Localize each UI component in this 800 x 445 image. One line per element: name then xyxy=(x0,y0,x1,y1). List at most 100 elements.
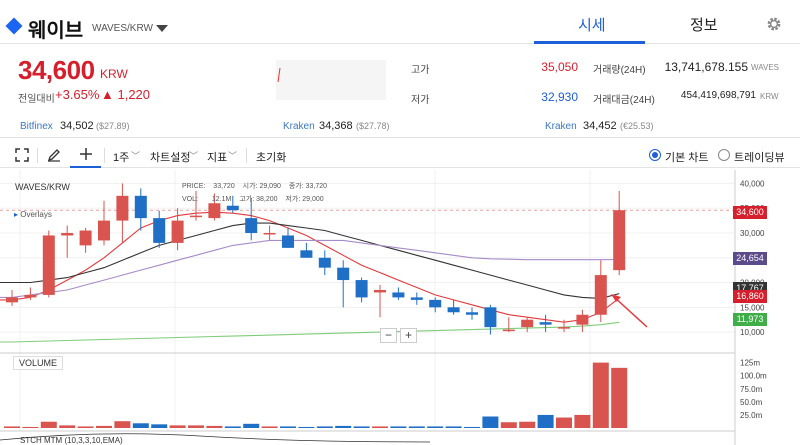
legend-high-value: 38,200 xyxy=(256,196,278,203)
volume-bar xyxy=(96,425,112,428)
zoom-in-button[interactable]: + xyxy=(400,328,417,343)
volume-bar xyxy=(445,426,462,428)
candle-body xyxy=(24,294,37,298)
toolbar-divider xyxy=(246,148,247,163)
high-value: 35,050 xyxy=(541,60,578,74)
basic-chart-label[interactable]: 기본 차트 xyxy=(665,152,709,164)
volume-bar xyxy=(372,426,388,428)
coin-pair[interactable]: WAVES/KRW xyxy=(92,23,153,34)
basic-chart-radio[interactable] xyxy=(649,149,661,161)
ohlc-legend: PRICE: 33,720 시가: 29,090 종가: 33,720 xyxy=(182,181,327,191)
candle-body xyxy=(502,329,515,332)
exchange-name[interactable]: Kraken xyxy=(545,121,577,132)
volume-bar xyxy=(40,421,57,428)
volume-tick-label: 75.0m xyxy=(740,385,763,394)
stoch-pane-tag: STCH MTM (10,3,3,10,EMA) xyxy=(20,436,123,445)
coin-select-caret-icon[interactable] xyxy=(156,25,168,32)
volume-bar xyxy=(298,426,315,428)
candle-body xyxy=(484,307,497,328)
volume-bar xyxy=(151,424,168,428)
value-24h-unit: KRW xyxy=(760,92,779,101)
volume-bar xyxy=(592,362,609,428)
high-label: 고가 xyxy=(411,65,430,76)
volume-bar xyxy=(464,426,480,428)
volume-tick-label: 25.0m xyxy=(740,411,763,420)
crosshair-icon[interactable] xyxy=(78,146,94,162)
coin-name[interactable]: 웨이브 xyxy=(28,20,84,42)
legend-open-label: 시가: xyxy=(242,183,258,190)
fullscreen-icon[interactable] xyxy=(14,147,30,163)
volume-bar xyxy=(243,423,260,428)
low-value: 32,930 xyxy=(541,90,578,104)
volume-bar xyxy=(556,417,572,428)
current-price: 34,600 xyxy=(18,55,95,85)
exchange-price: 34,452 xyxy=(583,120,617,132)
volume-bar xyxy=(574,414,591,428)
volume-bar xyxy=(390,426,407,428)
exchange-name[interactable]: Bitfinex xyxy=(20,121,53,132)
price-badge-ma-green: 11,973 xyxy=(733,313,767,326)
candle-body xyxy=(300,250,313,258)
price-tick-label: 30,000 xyxy=(740,229,765,238)
candle-body xyxy=(374,289,386,293)
legend-price-value: 33,720 xyxy=(213,183,235,190)
chevron-down-icon[interactable]: ﹀ xyxy=(228,151,238,161)
chart-settings-button[interactable]: 차트설정 xyxy=(150,152,191,164)
candle-body xyxy=(392,292,405,298)
candle-body xyxy=(190,215,202,218)
candle-body xyxy=(337,267,350,281)
pencil-draw-icon[interactable] xyxy=(46,147,62,163)
candle-body xyxy=(208,203,221,219)
volume-bar xyxy=(169,425,186,428)
period-select[interactable]: 1주 xyxy=(113,152,130,164)
legend-price-label: PRICE: xyxy=(182,183,206,190)
coin-header: 웨이브 WAVES/KRW 시세 정보 xyxy=(0,0,800,44)
change-percent: +3.65% xyxy=(55,87,100,102)
change-amount: ▲ 1,220 xyxy=(101,87,151,102)
candle-body xyxy=(466,312,478,315)
toolbar-divider xyxy=(37,148,38,163)
tradingview-radio[interactable] xyxy=(718,149,730,161)
tab-info[interactable]: 정보 xyxy=(690,17,718,34)
volume-bar xyxy=(335,425,352,428)
exchange-foreign-price: (€25.53) xyxy=(620,121,654,131)
volume-24h-label: 거래량(24H) xyxy=(593,65,646,76)
candle-body xyxy=(263,232,276,235)
volume-bar xyxy=(188,425,204,428)
candle-body xyxy=(134,195,147,219)
coin-logo-icon xyxy=(5,17,23,35)
moving-average-line-ma_red xyxy=(0,211,620,323)
exchange-name[interactable]: Kraken xyxy=(283,121,315,132)
moving-average-line-ma_green xyxy=(0,321,620,343)
tradingview-label[interactable]: 트레이딩뷰 xyxy=(734,152,785,164)
price-badge-ma-purple: 24,654 xyxy=(733,252,767,265)
price-badge-ma-red: 16,860 xyxy=(733,290,767,303)
reset-button[interactable]: 초기화 xyxy=(256,152,287,164)
volume-bar xyxy=(482,416,499,428)
candle-body xyxy=(282,235,294,248)
tab-quote[interactable]: 시세 xyxy=(578,17,606,34)
chevron-down-icon[interactable]: ﹀ xyxy=(131,151,141,161)
zoom-out-button[interactable]: − xyxy=(380,328,397,343)
mini-sparkline xyxy=(276,60,386,100)
volume-bar xyxy=(224,426,241,428)
indicators-button[interactable]: 지표 xyxy=(207,152,228,164)
volume-bar xyxy=(519,421,536,428)
volume-bar xyxy=(427,426,444,428)
price-badge-current: 34,600 xyxy=(733,206,767,219)
legend-close-value: 33,720 xyxy=(305,183,328,190)
expand-caret-icon: ▸ xyxy=(14,210,19,219)
candle-body xyxy=(558,327,570,329)
value-24h-label: 거래대금(24H) xyxy=(593,95,655,106)
candle-body xyxy=(245,218,258,233)
volume-bar xyxy=(206,425,223,428)
candle-body xyxy=(521,319,534,328)
overlays-toggle[interactable]: ▸ Overlays xyxy=(14,210,52,219)
price-unit: KRW xyxy=(100,67,128,81)
candle-body xyxy=(539,322,552,325)
gear-icon[interactable] xyxy=(766,16,782,32)
chart-canvas[interactable]: 40,00035,00030,00025,00020,00015,00010,0… xyxy=(0,170,800,445)
chevron-down-icon[interactable]: ﹀ xyxy=(189,151,199,161)
price-chart[interactable]: 40,00035,00030,00025,00020,00015,00010,0… xyxy=(0,170,800,445)
